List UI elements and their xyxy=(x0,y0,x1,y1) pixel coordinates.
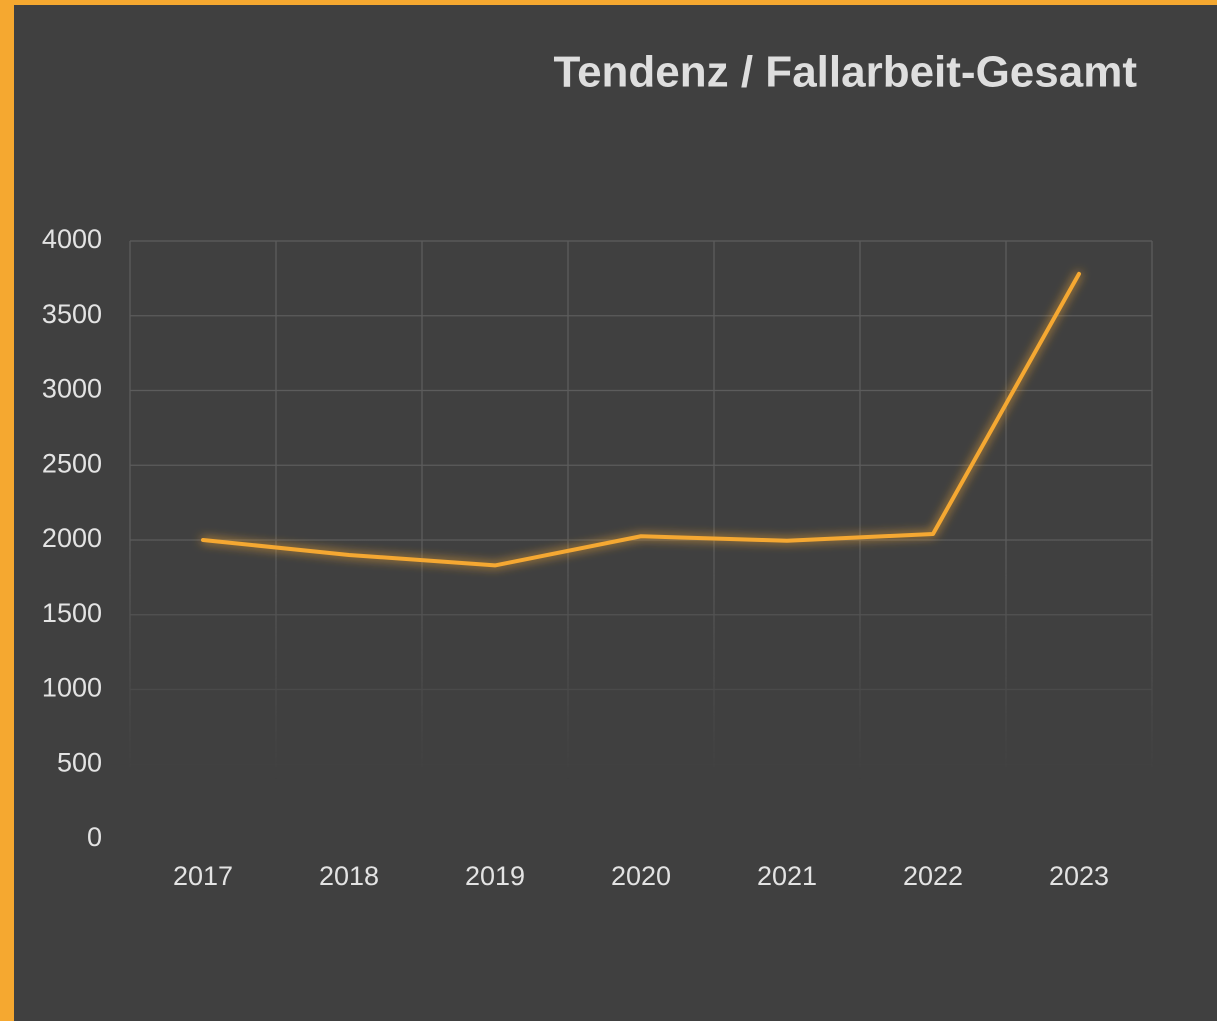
x-tick-label: 2022 xyxy=(903,861,963,891)
y-tick-label: 0 xyxy=(87,822,102,852)
x-tick-label: 2018 xyxy=(319,861,379,891)
x-tick-label: 2019 xyxy=(465,861,525,891)
grid xyxy=(129,240,1153,840)
y-tick-label: 1000 xyxy=(42,673,102,703)
y-tick-label: 2000 xyxy=(42,523,102,553)
y-tick-label: 3500 xyxy=(42,299,102,329)
frame-top xyxy=(0,0,1217,5)
line-series xyxy=(201,271,1081,568)
x-tick-label: 2017 xyxy=(173,861,233,891)
y-tick-label: 500 xyxy=(57,747,102,777)
chart-title: Tendenz / Fallarbeit-Gesamt xyxy=(553,48,1137,97)
y-tick-label: 1500 xyxy=(42,598,102,628)
x-tick-label: 2023 xyxy=(1049,861,1109,891)
y-tick-label: 4000 xyxy=(42,224,102,254)
frame-left xyxy=(0,0,14,1021)
x-tick-label: 2020 xyxy=(611,861,671,891)
y-tick-label: 3000 xyxy=(42,374,102,404)
x-tick-label: 2021 xyxy=(757,861,817,891)
y-tick-label: 2500 xyxy=(42,448,102,478)
